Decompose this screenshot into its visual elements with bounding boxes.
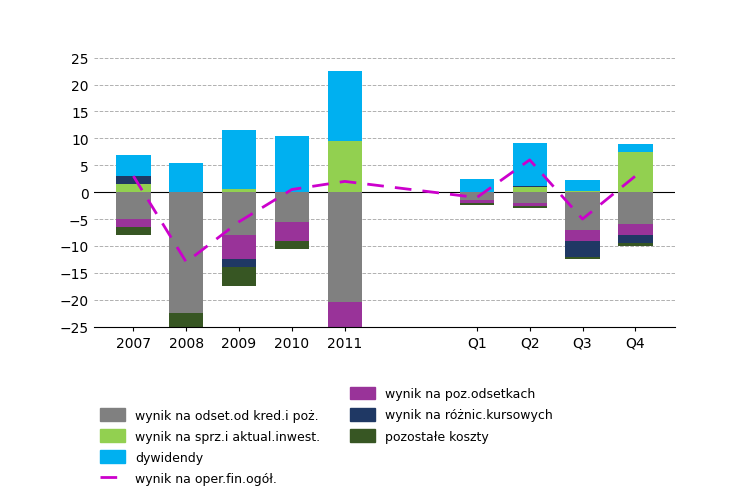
Bar xyxy=(328,72,362,142)
Bar xyxy=(566,193,600,230)
Bar xyxy=(618,236,652,244)
Bar xyxy=(222,236,256,260)
Bar xyxy=(460,201,494,203)
Bar xyxy=(328,193,362,303)
Bar xyxy=(618,244,652,246)
Bar xyxy=(116,177,151,185)
Bar xyxy=(328,359,362,367)
Bar xyxy=(512,206,547,209)
Bar xyxy=(618,193,652,225)
Bar xyxy=(222,260,256,268)
Bar xyxy=(222,190,256,193)
Bar xyxy=(116,155,151,177)
Bar xyxy=(512,143,547,186)
Bar xyxy=(512,187,547,193)
Bar xyxy=(328,367,362,378)
Bar xyxy=(169,314,203,332)
Bar xyxy=(116,193,151,220)
Bar xyxy=(512,193,547,203)
Bar xyxy=(512,203,547,206)
Bar xyxy=(566,230,600,241)
Bar xyxy=(274,241,309,249)
Bar xyxy=(222,268,256,287)
Bar xyxy=(169,163,203,193)
Bar xyxy=(274,137,309,193)
Bar xyxy=(222,131,256,190)
Bar xyxy=(460,193,494,201)
Bar xyxy=(512,186,547,187)
Bar xyxy=(116,185,151,193)
Bar xyxy=(618,225,652,236)
Bar xyxy=(566,241,600,257)
Bar xyxy=(116,220,151,227)
Bar xyxy=(566,257,600,260)
Bar xyxy=(274,223,309,241)
Legend: wynik na poz.odsetkach, wynik na różnic.kursowych, pozostałe koszty: wynik na poz.odsetkach, wynik na różnic.… xyxy=(350,387,553,443)
Bar xyxy=(169,193,203,314)
Bar xyxy=(618,144,652,153)
Bar xyxy=(566,191,600,193)
Bar xyxy=(566,181,600,191)
Bar xyxy=(328,303,362,359)
Bar xyxy=(618,153,652,193)
Bar xyxy=(328,142,362,193)
Bar xyxy=(460,203,494,205)
Bar xyxy=(274,193,309,223)
Bar xyxy=(116,228,151,236)
Bar xyxy=(222,193,256,236)
Bar xyxy=(460,180,494,193)
